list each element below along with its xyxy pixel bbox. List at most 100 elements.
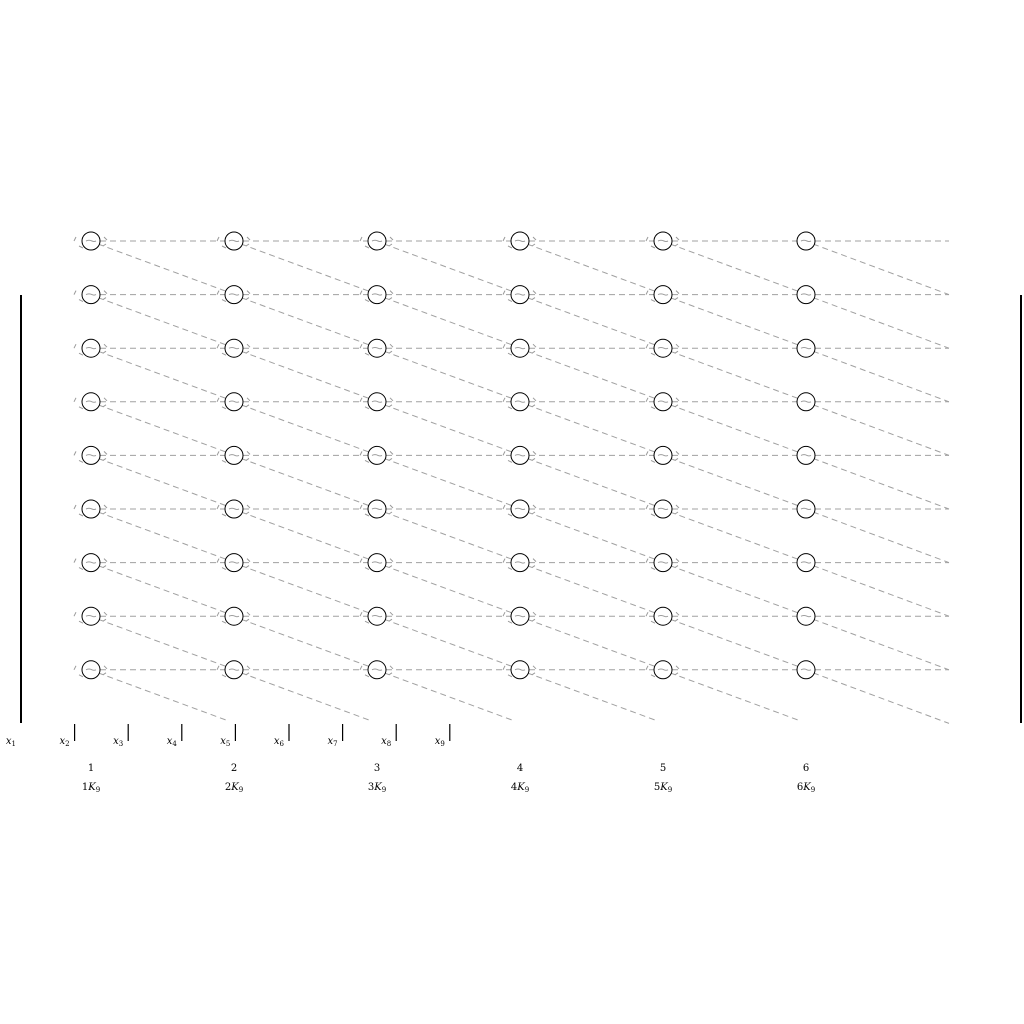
node-inner-mark bbox=[514, 507, 526, 510]
diagonal-edge bbox=[526, 672, 657, 721]
node-inner-mark bbox=[800, 293, 812, 296]
column-index-label: 5 bbox=[660, 763, 666, 774]
x-marker-subscript: 9 bbox=[440, 740, 444, 748]
x-marker-label: x4 bbox=[167, 736, 178, 748]
column-weight-label: 5K9 bbox=[654, 782, 672, 794]
diagonal-edge bbox=[526, 350, 657, 400]
node-side-marks bbox=[73, 665, 108, 678]
node-inner-mark bbox=[800, 454, 812, 457]
node-side-marks bbox=[359, 397, 394, 410]
node-inner-mark bbox=[228, 561, 240, 564]
node-inner-mark bbox=[85, 507, 97, 510]
x-marker-variable: x bbox=[113, 736, 119, 747]
node-inner-mark bbox=[228, 293, 240, 296]
column-weight-subscript: 9 bbox=[382, 786, 386, 794]
node-side-marks bbox=[359, 558, 394, 571]
diagonal-edge bbox=[669, 243, 800, 293]
nodes-layer bbox=[73, 231, 816, 680]
column-index-label: 4 bbox=[517, 763, 523, 774]
node-side-marks bbox=[502, 451, 537, 463]
column-weight-label: 2K9 bbox=[225, 782, 243, 794]
node-side-marks bbox=[73, 504, 108, 517]
node-inner-mark bbox=[800, 507, 812, 510]
node-side-marks bbox=[73, 290, 108, 303]
x-marker-label: x5 bbox=[220, 736, 230, 748]
node-side-marks bbox=[216, 504, 251, 517]
diagonal-edge bbox=[812, 243, 950, 296]
node-side-marks bbox=[502, 343, 537, 356]
node-inner-mark bbox=[85, 400, 97, 403]
node-inner-mark bbox=[514, 614, 526, 618]
node-side-marks bbox=[73, 611, 108, 624]
node-inner-mark bbox=[514, 454, 526, 457]
column-weight-variable: K bbox=[230, 782, 239, 793]
column-weight-variable: K bbox=[516, 782, 525, 793]
node-side-marks bbox=[359, 343, 394, 356]
diagonal-edge bbox=[240, 350, 371, 400]
diagonal-edge bbox=[383, 404, 514, 453]
node-side-marks bbox=[216, 290, 251, 303]
column-weight-variable: K bbox=[373, 782, 382, 793]
node-inner-mark bbox=[371, 239, 383, 242]
x-marker-label: x3 bbox=[113, 736, 123, 748]
diagonal-edge bbox=[812, 511, 950, 564]
diagonal-edge bbox=[526, 297, 657, 346]
node-side-marks bbox=[502, 397, 537, 410]
diagonal-edge bbox=[812, 350, 950, 403]
node-inner-mark bbox=[228, 614, 240, 618]
diagonal-edge bbox=[812, 457, 950, 510]
x-marker-label: x7 bbox=[327, 736, 337, 748]
diagonal-edge bbox=[526, 511, 657, 561]
column-weight-label: 6K9 bbox=[797, 782, 815, 794]
column-weight-variable: K bbox=[659, 782, 668, 793]
node-side-marks bbox=[645, 665, 680, 678]
diagonal-edge bbox=[240, 297, 371, 346]
diagonal-edge bbox=[669, 565, 800, 614]
column-weight-label: 3K9 bbox=[368, 782, 386, 794]
column-weight-coefficient: 1 bbox=[82, 782, 88, 793]
x-marker-variable: x bbox=[6, 736, 12, 747]
x-marker-subscript: 3 bbox=[119, 740, 123, 748]
column-index-label: 1 bbox=[88, 763, 94, 774]
x-marker-label: x2 bbox=[59, 736, 69, 748]
node-inner-mark bbox=[371, 346, 383, 350]
node-inner-mark bbox=[657, 400, 669, 403]
diagonal-edge bbox=[383, 457, 514, 507]
node-inner-mark bbox=[371, 454, 383, 457]
diagonal-edge bbox=[526, 457, 657, 507]
diagonal-edge bbox=[812, 404, 950, 456]
node-inner-mark bbox=[514, 293, 526, 296]
node-inner-mark bbox=[371, 293, 383, 296]
node-inner-mark bbox=[228, 454, 240, 457]
diagonal-edge bbox=[669, 297, 800, 346]
node-inner-mark bbox=[514, 239, 526, 242]
column-index-label: 3 bbox=[374, 763, 380, 774]
node-inner-mark bbox=[514, 346, 526, 350]
diagonal-edge bbox=[669, 404, 800, 453]
diagonal-edge bbox=[526, 404, 657, 453]
node-inner-mark bbox=[371, 561, 383, 564]
node-side-marks bbox=[216, 236, 251, 249]
diagonal-edge bbox=[97, 297, 228, 346]
node-side-marks bbox=[645, 236, 680, 249]
diagonal-edge bbox=[383, 511, 514, 561]
diagonal-edge bbox=[97, 243, 228, 293]
node-side-marks bbox=[216, 451, 251, 463]
node-side-marks bbox=[645, 504, 680, 517]
node-side-marks bbox=[502, 558, 537, 571]
node-inner-mark bbox=[657, 614, 669, 618]
x-marker-subscript: 2 bbox=[65, 740, 69, 748]
node-side-marks bbox=[216, 343, 251, 356]
node-inner-mark bbox=[800, 561, 812, 564]
node-side-marks bbox=[359, 451, 394, 463]
diagonal-edge bbox=[526, 243, 657, 293]
x-marker-variable: x bbox=[435, 736, 441, 747]
node-side-marks bbox=[502, 504, 537, 517]
node-side-marks bbox=[645, 290, 680, 303]
column-weight-coefficient: 3 bbox=[368, 782, 374, 793]
diagonal-edge bbox=[383, 350, 514, 400]
column-index-label: 2 bbox=[231, 763, 237, 774]
labels-layer: x1 x2 x3 x4 x5 x6 x7 x8 x911K922K933K944K955K966… bbox=[6, 736, 815, 794]
x-marker-label: x8 bbox=[381, 736, 391, 748]
x-marker-subscript: 6 bbox=[280, 740, 285, 748]
